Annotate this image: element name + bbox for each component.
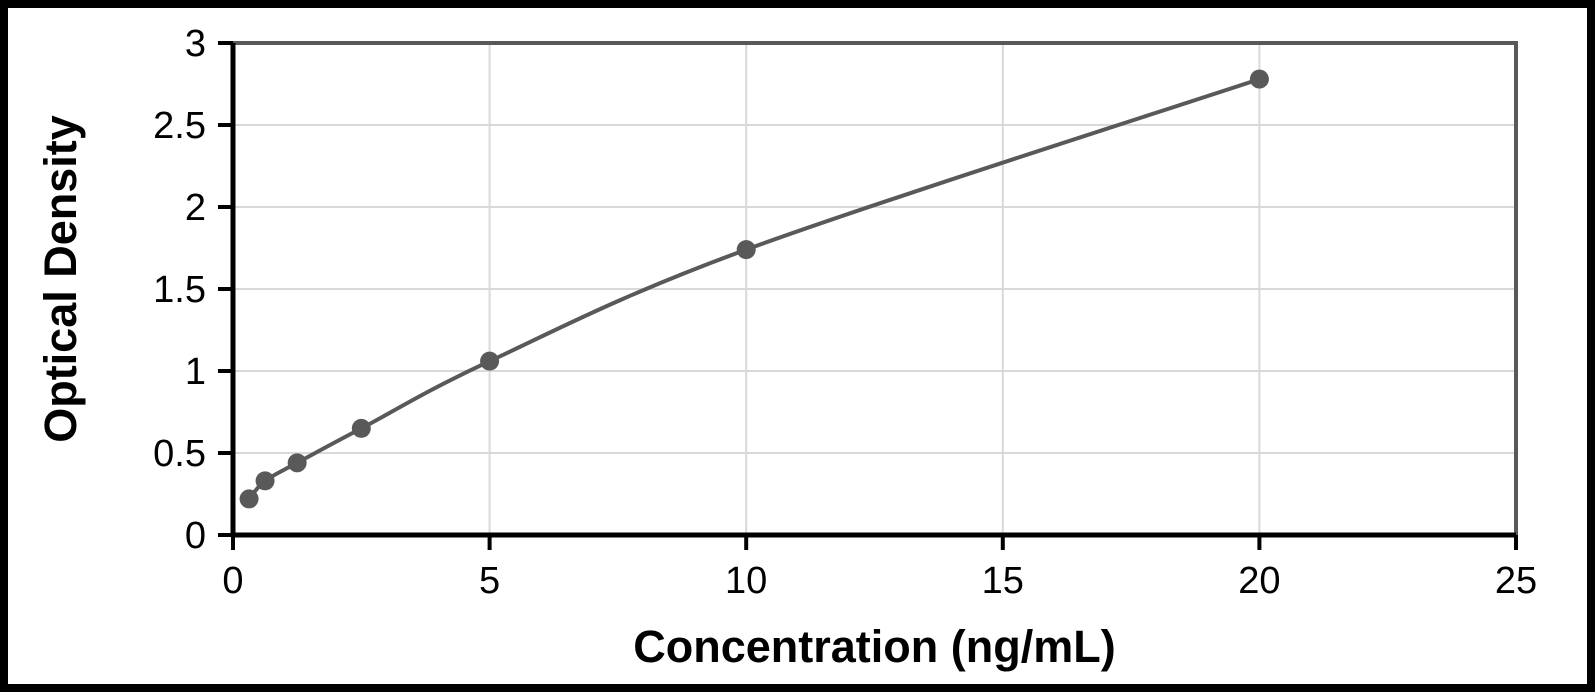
gridlines xyxy=(233,43,1516,535)
data-point xyxy=(480,351,500,371)
data-point xyxy=(239,489,259,509)
y-tick-label: 0.5 xyxy=(153,433,206,475)
x-tick-label: 15 xyxy=(982,560,1024,602)
data-point xyxy=(736,240,756,260)
y-tick-label: 2 xyxy=(185,187,206,229)
y-tick-label: 1.5 xyxy=(153,269,206,311)
y-tick-label: 2.5 xyxy=(153,105,206,147)
data-point xyxy=(351,418,371,438)
y-tick-label: 1 xyxy=(185,351,206,393)
data-series xyxy=(239,69,1269,509)
x-tick-label: 25 xyxy=(1495,560,1537,602)
x-tick-label: 10 xyxy=(725,560,767,602)
x-tick-label: 0 xyxy=(222,560,243,602)
x-axis-title: Concentration (ng/mL) xyxy=(633,621,1115,672)
y-axis-title: Optical Density xyxy=(35,115,86,443)
x-tick-label: 20 xyxy=(1238,560,1280,602)
y-tick-label: 0 xyxy=(185,515,206,557)
tick-labels: 0 0.5 1 1.5 2 2.5 3 0 5 10 15 20 25 xyxy=(153,23,1537,602)
axes xyxy=(218,41,1518,550)
data-point xyxy=(255,471,275,491)
y-tick-label: 3 xyxy=(185,23,206,65)
x-tick-label: 5 xyxy=(479,560,500,602)
data-point xyxy=(1249,69,1269,89)
data-point xyxy=(287,453,307,473)
